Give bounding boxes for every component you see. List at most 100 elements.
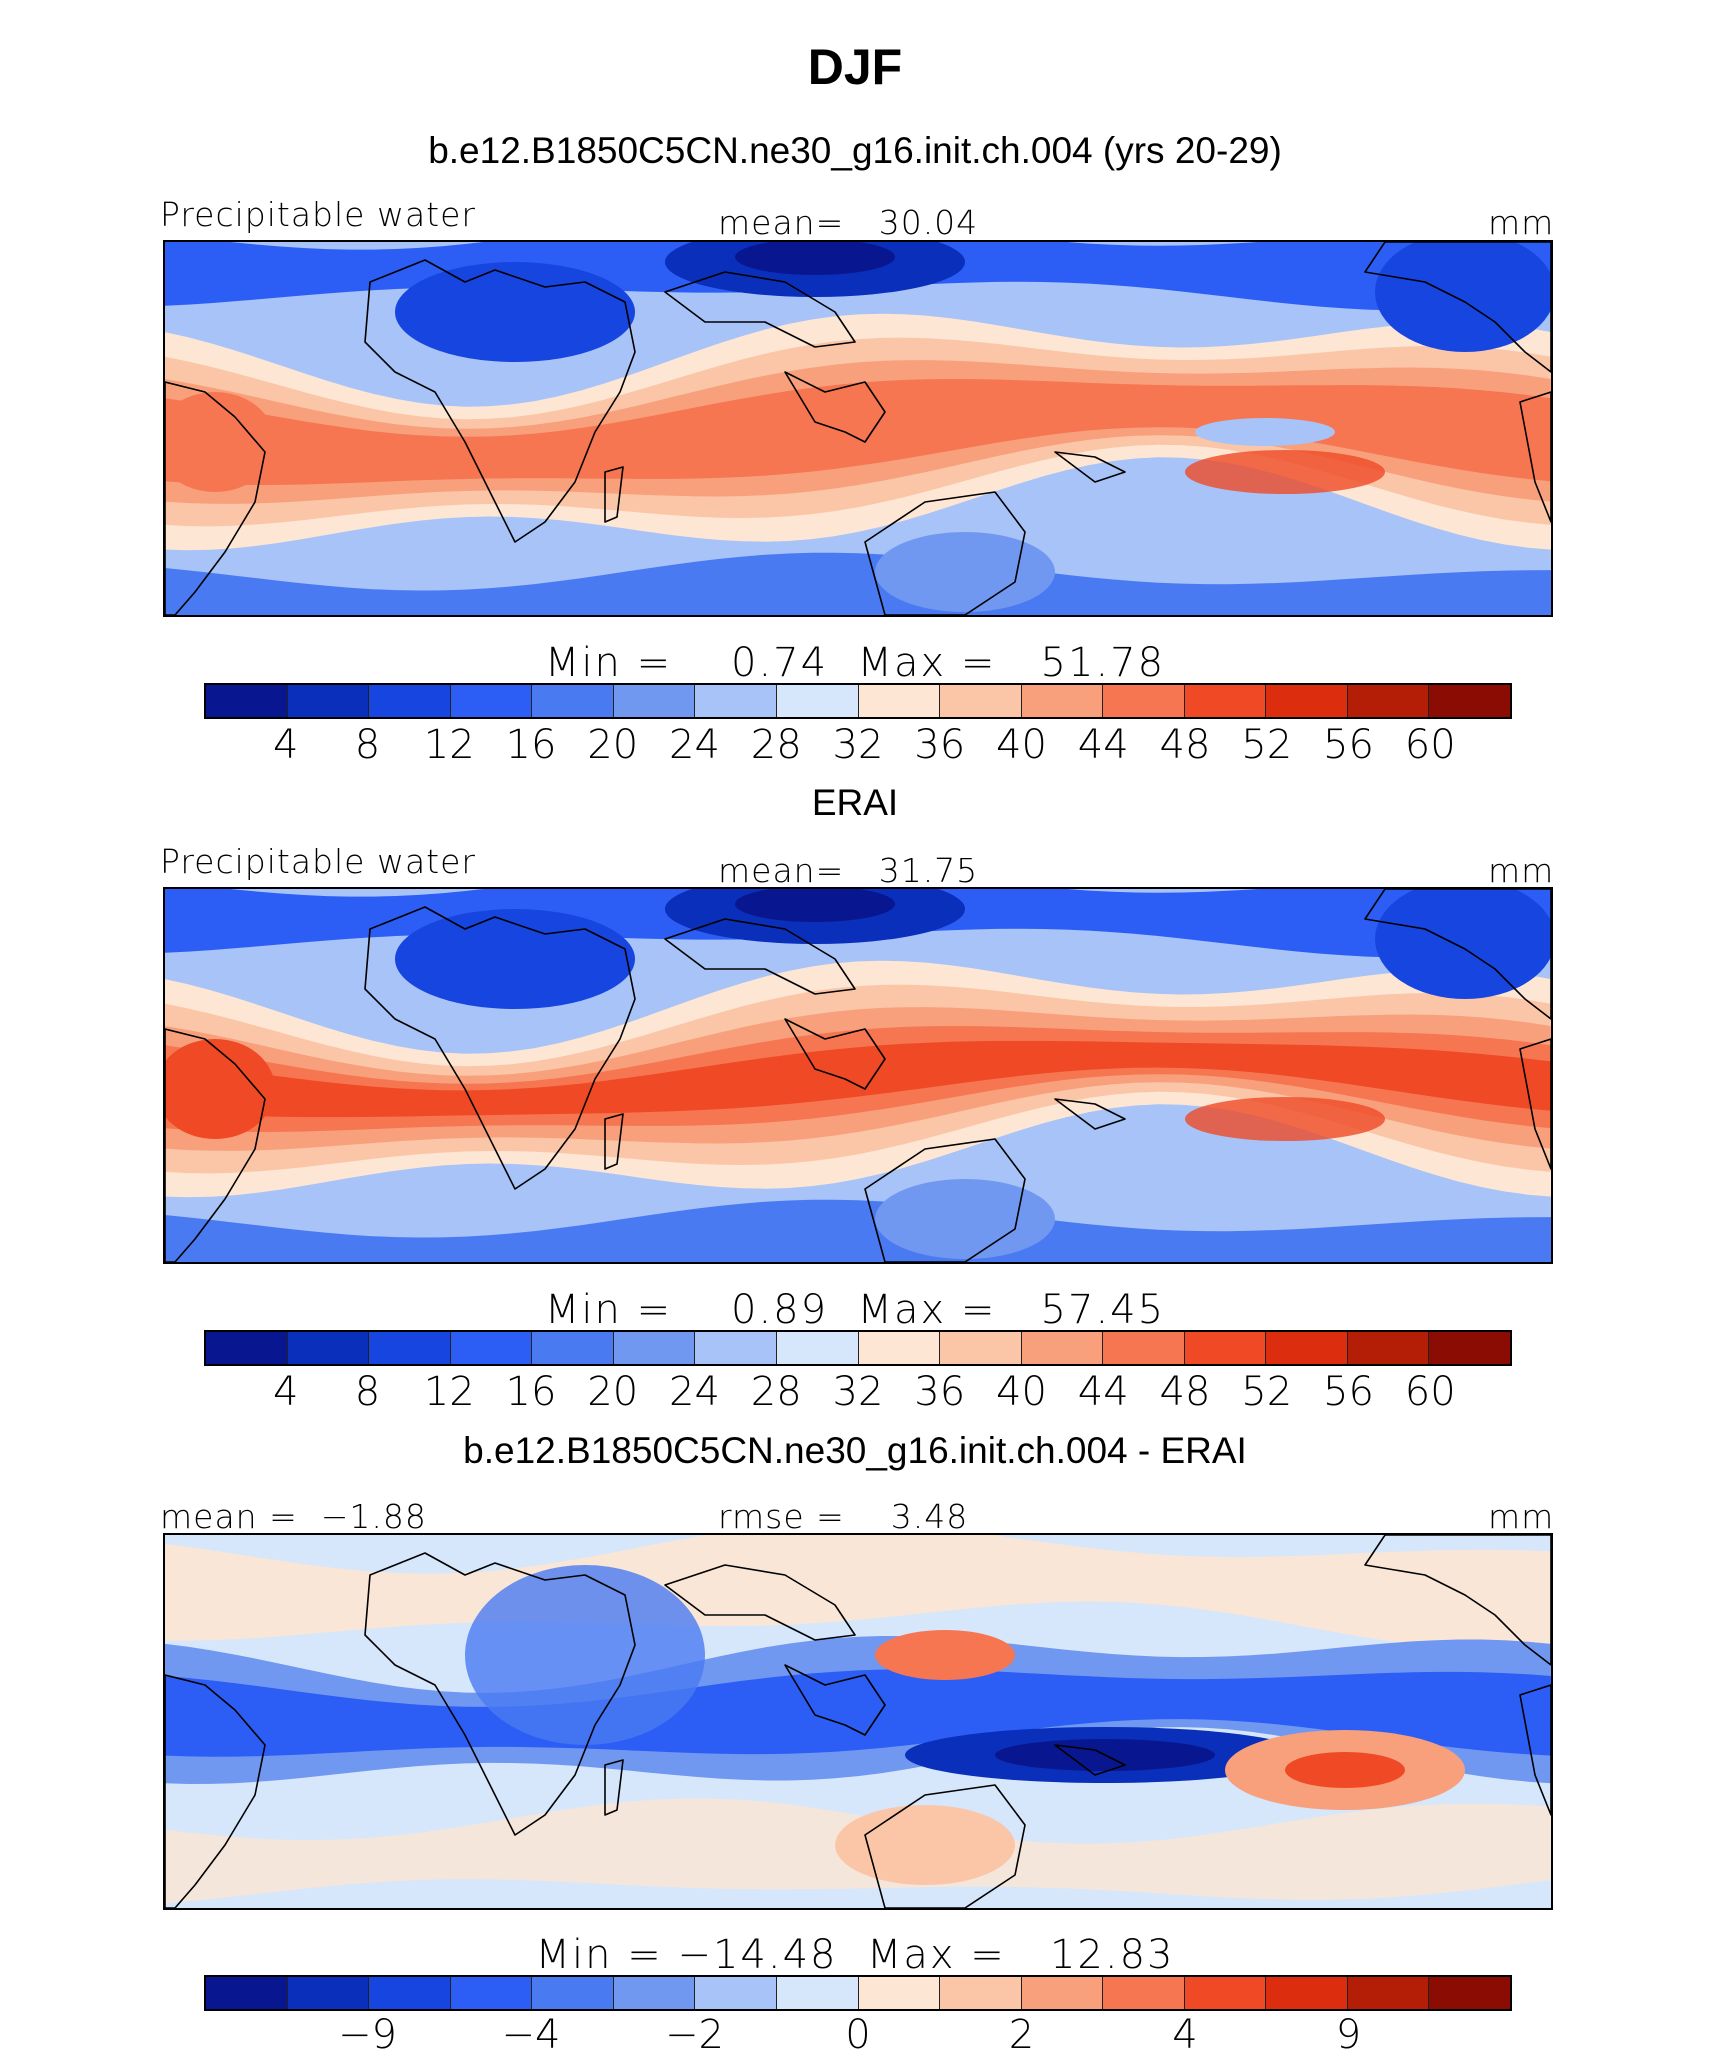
contour-band <box>875 1179 1055 1259</box>
contour-band <box>1285 1752 1405 1788</box>
colorbar-box <box>1021 1332 1104 1364</box>
contour-band <box>1185 450 1385 494</box>
colorbar-box <box>1347 685 1430 717</box>
colorbar-tick-label: 52 <box>1241 722 1293 768</box>
coastline <box>784 1018 886 1090</box>
contour-band <box>395 909 635 1009</box>
colorbar-box <box>206 1977 288 2009</box>
panel2-variable-label: Precipitable water <box>160 842 476 881</box>
panel2-minmax: Min = 0.89 Max = 57.45 <box>544 1287 1166 1333</box>
colorbar-tick-label: 32 <box>832 722 884 768</box>
coastline <box>1364 242 1551 373</box>
colorbar-box <box>1266 1332 1348 1364</box>
colorbar-box <box>858 685 941 717</box>
panel2-colorbar-ticks: 4 8 12 16 20 24 28 32 36 40 44 48 52 56 60 <box>204 1369 1512 1419</box>
colorbar-tick-label: 36 <box>914 1369 966 1415</box>
contour-band <box>165 392 275 492</box>
colorbar-tick-label: 16 <box>505 1369 557 1415</box>
colorbar-tick-label: 20 <box>587 1369 639 1415</box>
colorbar-tick-label: 36 <box>914 722 966 768</box>
colorbar-tick-label: 9 <box>1335 2012 1362 2058</box>
contour-band <box>165 1199 1551 1262</box>
colorbar-box <box>1347 1977 1430 2009</box>
colorbar-tick-label: 28 <box>750 722 802 768</box>
colorbar-box <box>1184 1332 1267 1364</box>
colorbar-box <box>1429 685 1510 717</box>
colorbar-box <box>369 1332 451 1364</box>
colorbar-tick-label: 48 <box>1159 722 1211 768</box>
colorbar-box <box>450 685 533 717</box>
panel1-map <box>163 240 1553 617</box>
colorbar-box <box>532 1977 614 2009</box>
colorbar-box <box>1021 1977 1104 2009</box>
colorbar-box <box>1021 685 1104 717</box>
panel2-mean-label: mean= 31.75 <box>718 851 979 890</box>
colorbar-box <box>776 1977 859 2009</box>
panel3-title: b.e12.B1850C5CN.ne30_g16.init.ch.004 - E… <box>463 1430 1247 1471</box>
panel1-minmax: Min = 0.74 Max = 51.78 <box>544 640 1166 686</box>
colorbar-box <box>1266 685 1348 717</box>
panel1-field <box>165 242 1551 615</box>
panel2-title: ERAI <box>811 782 899 823</box>
colorbar-tick-label: 60 <box>1404 722 1456 768</box>
colorbar-tick-label: 44 <box>1077 1369 1129 1415</box>
colorbar-tick-label: 8 <box>354 722 381 768</box>
colorbar-tick-label: 28 <box>750 1369 802 1415</box>
colorbar-tick-label: 4 <box>273 1369 299 1415</box>
contour-band <box>735 242 895 275</box>
panel2-map <box>163 887 1553 1264</box>
contour-band <box>1185 1097 1385 1141</box>
colorbar-box <box>613 1977 696 2009</box>
colorbar-tick-label: 4 <box>1172 2012 1198 2058</box>
panel1-variable-label: Precipitable water <box>160 195 476 234</box>
coastline <box>864 1784 1026 1908</box>
colorbar-box <box>1429 1332 1510 1364</box>
colorbar-box <box>287 685 370 717</box>
coastline <box>165 1028 266 1262</box>
colorbar-box <box>1429 1977 1510 2009</box>
coastline <box>364 259 636 543</box>
colorbar-box <box>450 1332 533 1364</box>
panel2-field <box>165 889 1551 1262</box>
panel3-units-label: mm <box>1488 1497 1555 1536</box>
colorbar-box <box>287 1332 370 1364</box>
colorbar-box <box>695 685 777 717</box>
colorbar-box <box>1184 1977 1267 2009</box>
panel2-colorbar <box>204 1330 1512 1366</box>
contour-band <box>1195 418 1335 446</box>
colorbar-box <box>613 1332 696 1364</box>
coastline <box>364 1552 636 1836</box>
colorbar-box <box>287 1977 370 2009</box>
colorbar-tick-label: 56 <box>1323 1369 1374 1415</box>
colorbar-box <box>532 685 614 717</box>
coastline <box>364 906 636 1190</box>
colorbar-tick-label: 20 <box>587 722 639 768</box>
colorbar-tick-label: −4 <box>501 2012 561 2058</box>
colorbar-tick-label: 12 <box>423 1369 475 1415</box>
colorbar-box <box>369 1977 451 2009</box>
coastline <box>664 1564 856 1641</box>
panel3-mean-label: mean = −1.88 <box>160 1497 427 1536</box>
coastline <box>784 1664 886 1736</box>
colorbar-tick-label: 4 <box>273 722 299 768</box>
coastline <box>864 1138 1026 1262</box>
panel3-field <box>165 1535 1551 1908</box>
colorbar-tick-label: 48 <box>1159 1369 1211 1415</box>
coastline <box>165 381 266 615</box>
colorbar-box <box>858 1977 941 2009</box>
colorbar-tick-label: −2 <box>665 2012 724 2058</box>
colorbar-tick-label: 16 <box>505 722 557 768</box>
colorbar-box <box>776 685 859 717</box>
coastline <box>664 918 856 995</box>
colorbar-box <box>940 685 1022 717</box>
colorbar-box <box>1347 1332 1430 1364</box>
contour-band <box>735 889 895 922</box>
contour-band <box>465 1565 705 1745</box>
coastline <box>604 1113 624 1170</box>
colorbar-box <box>1184 685 1267 717</box>
contour-band <box>165 552 1551 615</box>
coastline <box>1054 1098 1126 1130</box>
panel3-minmax: Min = −14.48 Max = 12.83 <box>535 1932 1175 1978</box>
panel1-title: b.e12.B1850C5CN.ne30_g16.init.ch.004 (yr… <box>428 130 1282 171</box>
colorbar-tick-label: 60 <box>1404 1369 1456 1415</box>
